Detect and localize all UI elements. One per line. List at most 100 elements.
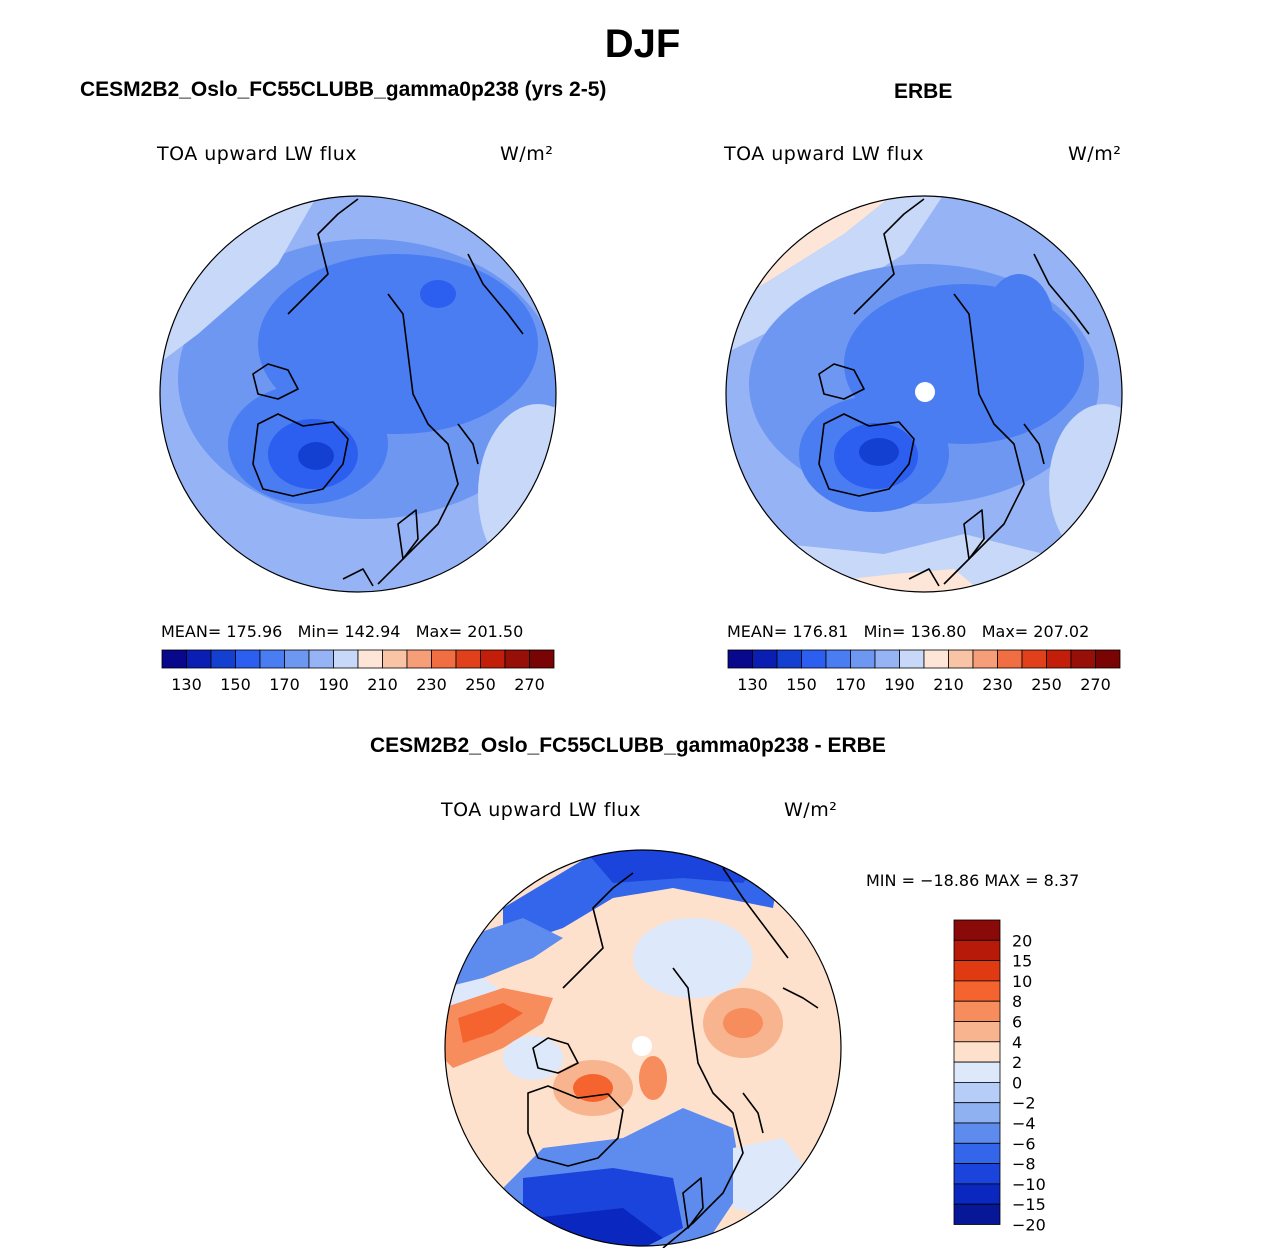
model-colorbar-swatch — [431, 649, 457, 669]
model-colorbar-swatch — [235, 649, 261, 669]
obs-colorbar-swatch — [948, 649, 974, 669]
obs-colorbar-swatch — [1046, 649, 1072, 669]
obs-colorbar-swatch — [801, 649, 827, 669]
diff-coastlines — [527, 867, 819, 1248]
model-colorbar-tick-label: 250 — [465, 675, 496, 694]
obs-colorbar-swatch — [972, 649, 998, 669]
model-colorbar-swatch — [357, 649, 383, 669]
obs-colorbar-tick-label: 250 — [1031, 675, 1062, 694]
diff-panel-title: CESM2B2_Oslo_FC55CLUBB_gamma0p238 - ERBE — [370, 734, 886, 757]
model-mean-label: MEAN= — [161, 622, 222, 641]
diff-colorbar-tick-label: 2 — [1012, 1053, 1022, 1072]
diff-colorbar-tick-label: 15 — [1012, 952, 1032, 971]
model-max-value: 201.50 — [467, 622, 524, 641]
diff-colorbar-swatch — [953, 1041, 1001, 1063]
diff-colorbar-tick-label: 6 — [1012, 1013, 1022, 1032]
obs-colorbar-swatch — [1021, 649, 1047, 669]
diff-colorbar-tick-label: 0 — [1012, 1073, 1022, 1092]
obs-colorbar-swatch — [874, 649, 900, 669]
obs-stats: MEAN= 176.81 Min= 136.80 Max= 207.02 — [727, 622, 1089, 641]
obs-mean-value: 176.81 — [792, 622, 849, 641]
model-colorbar-tick-label: 150 — [220, 675, 251, 694]
obs-max-value: 207.02 — [1033, 622, 1090, 641]
diff-colorbar-swatch — [953, 1102, 1001, 1124]
obs-colorbar-swatch — [825, 649, 851, 669]
obs-colorbar-swatch — [776, 649, 802, 669]
obs-colorbar-swatch — [850, 649, 876, 669]
obs-colorbar-tick-label: 190 — [884, 675, 915, 694]
diff-colorbar-swatch — [953, 1061, 1001, 1083]
model-colorbar-swatch — [210, 649, 236, 669]
figure-title: DJF — [604, 22, 681, 66]
obs-colorbar: 130 150 170 190 210 230 250 270 — [727, 649, 1121, 694]
model-colorbar-tick-label: 190 — [318, 675, 349, 694]
model-colorbar-tick-label: 230 — [416, 675, 447, 694]
obs-units-label: W/m² — [1068, 143, 1122, 165]
model-max-label: Max= — [415, 622, 463, 641]
diff-colorbar-swatch — [953, 1183, 1001, 1205]
model-colorbar-tick-label: 210 — [367, 675, 398, 694]
diff-units-label: W/m² — [784, 799, 838, 821]
obs-colorbar-swatch — [997, 649, 1023, 669]
diff-colorbar-tick-label: −6 — [1012, 1134, 1036, 1153]
model-colorbar-swatch — [284, 649, 310, 669]
diff-colorbar-swatch — [953, 1142, 1001, 1165]
diff-minmax: MIN = −18.86 MAX = 8.37 — [866, 871, 1080, 890]
model-coastlines — [252, 198, 524, 587]
diff-colorbar-swatch — [953, 1081, 1001, 1104]
diff-colorbar-swatch — [953, 1163, 1001, 1185]
diff-colorbar-tick-label: −15 — [1012, 1195, 1046, 1214]
model-units-label: W/m² — [500, 143, 554, 165]
model-colorbar-swatch — [504, 649, 530, 669]
diff-colorbar-swatch — [953, 919, 1001, 941]
diff-colorbar-swatch — [953, 960, 1001, 982]
model-colorbar-tick-label: 270 — [514, 675, 545, 694]
diff-colorbar-swatch — [953, 1000, 1001, 1022]
obs-colorbar-tick-label: 270 — [1080, 675, 1111, 694]
obs-min-label: Min= — [863, 622, 906, 641]
obs-colorbar-swatch — [727, 649, 753, 669]
model-mean-value: 175.96 — [226, 622, 283, 641]
model-colorbar-swatch — [186, 649, 212, 669]
model-polar-map — [159, 195, 557, 593]
obs-colorbar-swatch — [923, 649, 949, 669]
model-variable-label: TOA upward LW flux — [157, 143, 358, 165]
obs-colorbar-tick-label: 150 — [786, 675, 817, 694]
diff-polar-map — [444, 849, 842, 1248]
obs-colorbar-tick-label: 210 — [933, 675, 964, 694]
diff-colorbar-tick-label: −8 — [1012, 1155, 1036, 1174]
obs-colorbar-tick-label: 230 — [982, 675, 1013, 694]
diff-colorbar-tick-label: −10 — [1012, 1175, 1046, 1194]
obs-colorbar-swatch — [752, 649, 778, 669]
model-colorbar-swatch — [161, 649, 187, 669]
obs-coastlines — [818, 198, 1090, 587]
diff-colorbar-tick-label: −4 — [1012, 1114, 1036, 1133]
model-colorbar-swatch — [333, 649, 359, 669]
model-colorbar-swatch — [308, 649, 334, 669]
model-colorbar-swatch — [382, 649, 408, 669]
model-colorbar-swatch — [455, 649, 481, 669]
diff-colorbar-swatch — [953, 1021, 1001, 1043]
model-stats: MEAN= 175.96 Min= 142.94 Max= 201.50 — [161, 622, 523, 641]
model-min-value: 142.94 — [344, 622, 401, 641]
obs-colorbar-swatch — [1095, 649, 1121, 669]
obs-colorbar-swatch — [899, 649, 925, 669]
obs-min-value: 136.80 — [910, 622, 967, 641]
model-colorbar-swatch — [406, 649, 432, 669]
model-colorbar-tick-label: 170 — [269, 675, 300, 694]
obs-colorbar-swatch — [1070, 649, 1096, 669]
obs-colorbar-tick-label: 130 — [737, 675, 768, 694]
obs-mean-label: MEAN= — [727, 622, 788, 641]
model-min-label: Min= — [297, 622, 340, 641]
model-colorbar-swatch — [529, 649, 555, 669]
diff-colorbar-tick-label: 20 — [1012, 931, 1032, 950]
diff-colorbar-tick-label: 4 — [1012, 1033, 1022, 1052]
diff-colorbar-swatch — [953, 1203, 1001, 1225]
obs-colorbar-tick-label: 170 — [835, 675, 866, 694]
model-colorbar-swatch — [480, 649, 506, 669]
diff-colorbar-swatch — [953, 980, 1001, 1002]
diff-colorbar-tick-label: −20 — [1012, 1216, 1046, 1235]
diff-colorbar-tick-label: −2 — [1012, 1094, 1036, 1113]
diff-colorbar-swatch — [953, 939, 1001, 961]
